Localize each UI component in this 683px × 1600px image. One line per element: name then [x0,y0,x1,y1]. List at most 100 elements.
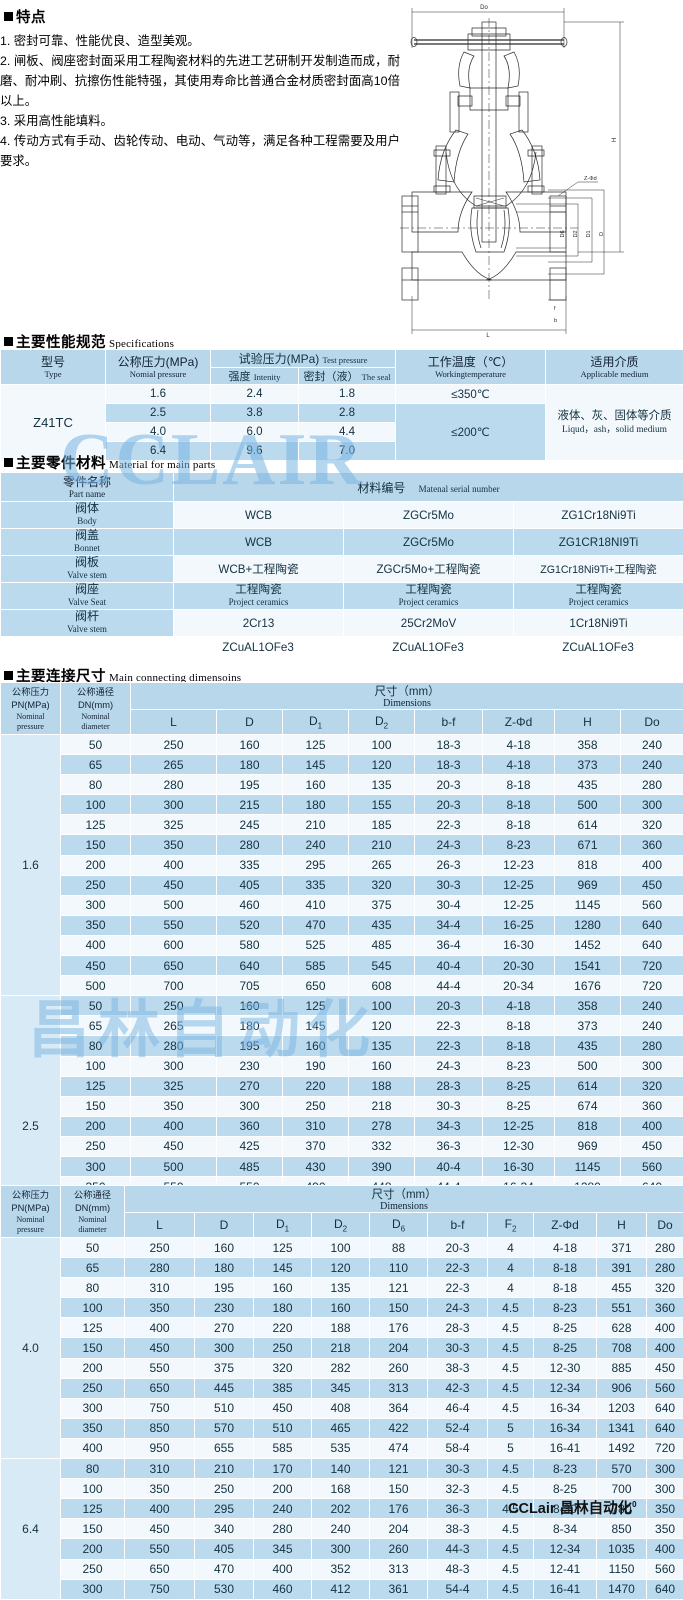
dim-dn: 400 [61,1438,125,1458]
dim-value: 950 [125,1438,195,1458]
spec-temp-low: ≤200℃ [396,404,546,461]
dim-value: 400 [254,1559,312,1579]
dim-value: 180 [254,1298,312,1318]
dim-value: 320 [621,1076,683,1096]
feature-item: 3. 采用高性能填料。 [0,111,400,131]
dim-dn: 80 [61,1278,125,1298]
dim-value: 4.5 [488,1559,534,1579]
dimensions-table-2: 公称压力 PN(MPa) Nominal pressure 公称通径 DN(mm… [0,1185,683,1600]
materials-value: ZCuAL1OFe3 [343,641,513,654]
dim1-col-D: D [217,710,283,735]
dim-value: 400 [647,1539,683,1559]
dim-dn: 100 [61,1056,131,1076]
dim-value: 300 [647,1459,683,1479]
dim-value: 400 [131,1116,217,1136]
dim-value: 720 [621,976,683,996]
dim-value: 265 [131,1016,217,1036]
dim-value: 4 [488,1258,534,1278]
dim-value: 38-3 [428,1358,488,1378]
dim-value: 160 [217,996,283,1016]
spec-seal: 7.0 [299,442,396,461]
dim-value: 385 [254,1378,312,1398]
dim-value: 550 [131,915,217,935]
dim-dn: 150 [61,1096,131,1116]
dim-dn: 350 [61,1418,125,1438]
dim-dn: 400 [61,935,131,955]
dim-value: 320 [254,1358,312,1378]
dim-value: 4.5 [488,1338,534,1358]
spec-strength: 9.6 [211,442,299,461]
dim-value: 350 [131,1096,217,1116]
materials-value: ZCuAL1OFe3 [513,641,683,654]
dim-value: 280 [131,775,217,795]
dim-value: 240 [621,735,683,755]
dim-value: 30-3 [415,875,483,895]
spec-col-pn: 公称压力(MPa) Nomial pressure [106,350,211,385]
dim2-col-D2: D2 [312,1213,370,1238]
dim-value: 34-4 [415,915,483,935]
dim-value: 885 [597,1358,647,1378]
dim-dn: 300 [61,1398,125,1418]
dim-value: 220 [254,1318,312,1338]
dim-value: 260 [370,1539,428,1559]
dim-value: 8-25 [534,1338,597,1358]
dim-value: 8-23 [483,835,555,855]
materials-title-cn: 主要零件材料 [16,452,106,473]
spec-subcol-seal: 密封（液） The seal [299,368,396,385]
features-section: 特点 1. 密封可靠、性能优良、造型美观。 2. 闸板、阀座密封面采用工程陶瓷材… [0,6,400,171]
dim-dn: 150 [61,835,131,855]
dim-value: 230 [217,1056,283,1076]
dim-value: 313 [370,1378,428,1398]
dim1-col-D1: D1 [283,710,349,735]
dim-value: 405 [217,875,283,895]
dim-value: 160 [195,1238,254,1258]
dim-value: 405 [195,1539,254,1559]
spec-col-medium: 适用介质 Applicable medium [546,350,683,385]
dim-value: 20-3 [415,795,483,815]
dim-value: 450 [254,1398,312,1418]
dim-value: 358 [555,996,621,1016]
dim-value: 8-18 [483,1016,555,1036]
table-row: 阀盖 Bonnet WCB ZGCr5Mo ZG1CR18NI9Ti [1,529,683,556]
dim-dn: 200 [61,1358,125,1378]
dim-value: 400 [131,855,217,875]
dim-value: 8-18 [483,795,555,815]
dim-value: 140 [312,1459,370,1479]
dim-value: 1145 [555,895,621,915]
materials-value: ZGCr5Mo [344,502,514,529]
dim-value: 470 [283,915,349,935]
dim-value: 530 [195,1579,254,1599]
dim-value: 176 [370,1318,428,1338]
spec-col-temp-en: Workingtemperature [396,369,545,379]
dim-value: 1452 [555,935,621,955]
dim-value: 325 [131,1076,217,1096]
dim-value: 282 [312,1358,370,1378]
dim-value: 300 [131,1056,217,1076]
spec-medium: 液体、灰、固体等介质 Liqud，ash，solid medium [546,385,683,461]
dim-value: 250 [131,996,217,1016]
dim-value: 1035 [597,1539,647,1559]
dim-value: 202 [312,1499,370,1519]
dim-value: 8-18 [534,1278,597,1298]
table-row: 阀体 Body WCB ZGCr5Mo ZG1Cr18Ni9Ti [1,502,683,529]
dim-value: 460 [217,895,283,915]
dim-value: 58-4 [428,1438,488,1458]
dim-value: 8-25 [534,1318,597,1338]
svg-text:D6: D6 [560,230,566,237]
materials-value: WCB [174,529,344,556]
dim-value: 265 [131,755,217,775]
dim-value: 640 [647,1579,683,1599]
dim-value: 8-25 [483,1096,555,1116]
dim-value: 391 [597,1258,647,1278]
svg-text:f: f [554,306,556,312]
dim2-col-D6: D6 [370,1213,428,1238]
